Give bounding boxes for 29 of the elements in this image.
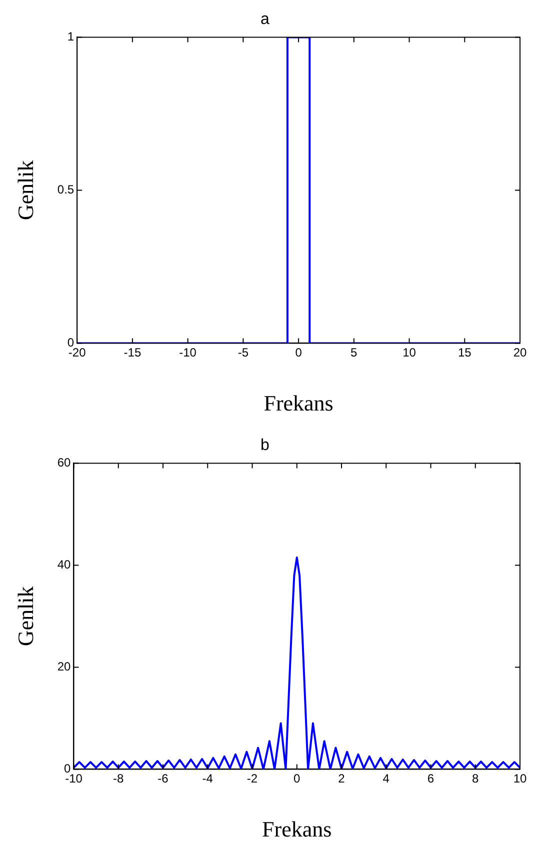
x-tick-label: 4 (382, 772, 390, 786)
x-tick-label: -5 (238, 346, 249, 360)
x-tick-label: -2 (246, 772, 258, 786)
x-tick-label: -6 (158, 772, 169, 786)
x-axis-title: Frekans (262, 816, 332, 842)
x-tick-label: 2 (338, 772, 346, 786)
x-tick-label: 8 (472, 772, 480, 786)
x-tick-label: 20 (513, 346, 527, 360)
y-axis-title: Genlik (12, 160, 38, 220)
x-tick-label: 0 (295, 346, 302, 360)
x-tick-label: 10 (402, 346, 416, 360)
y-tick-label: 0.5 (57, 182, 74, 197)
y-tick-label: 20 (57, 660, 72, 674)
x-tick-label: 10 (513, 772, 527, 786)
x-tick-label: 0 (294, 772, 301, 786)
x-axis-title: Frekans (264, 390, 334, 416)
x-tick-label: 6 (427, 772, 434, 786)
y-tick-label: 60 (57, 456, 72, 470)
x-tick-label: -10 (179, 346, 197, 360)
x-tick-label: 5 (350, 346, 358, 360)
x-tick-label: 15 (458, 346, 472, 360)
chart-title: b (260, 437, 270, 454)
y-axis-title: Genlik (12, 586, 38, 646)
x-tick-label: -8 (113, 772, 124, 786)
x-tick-label: -15 (124, 346, 142, 360)
x-tick-label: -4 (202, 772, 214, 786)
y-tick-label: 1 (67, 30, 74, 44)
chart-title: a (260, 11, 270, 28)
y-tick-label: 40 (57, 558, 72, 572)
